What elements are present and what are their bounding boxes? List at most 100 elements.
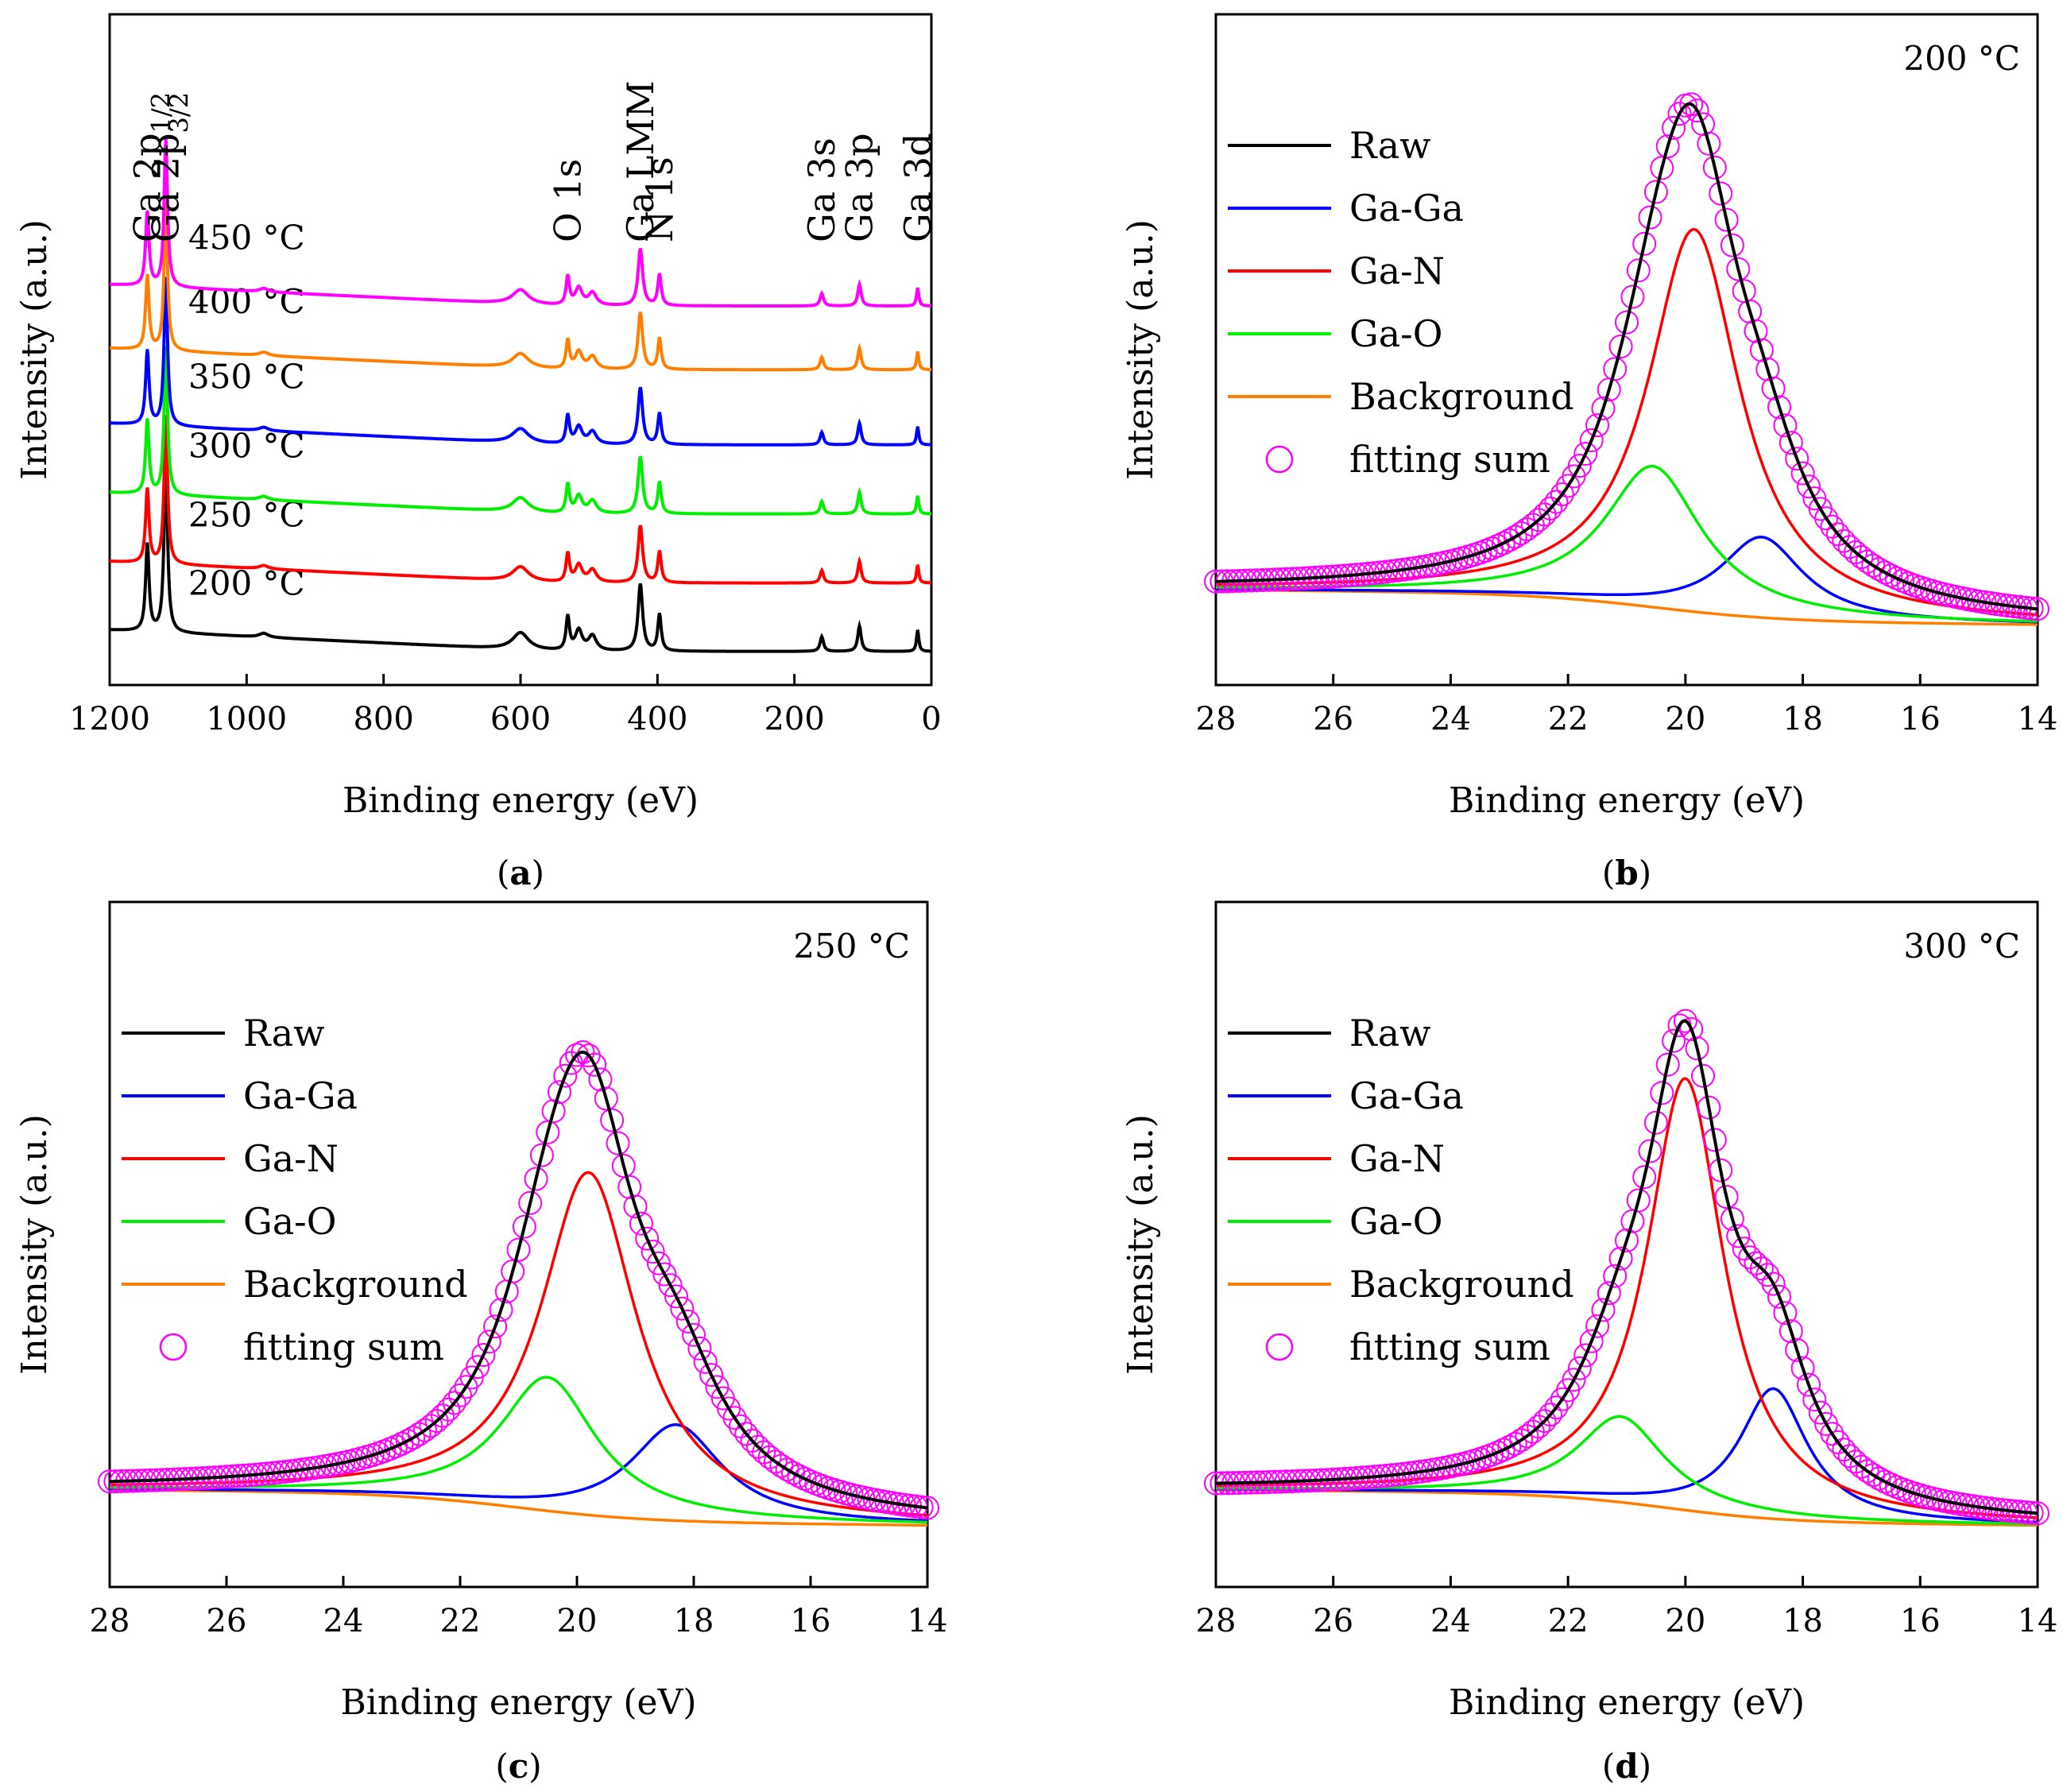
- peak-label-main: N 1s: [638, 157, 681, 242]
- fitting-sum-point: [1620, 284, 1645, 309]
- fitting-sum-point: [1539, 496, 1562, 521]
- fitting-sum-point: [1579, 428, 1604, 452]
- peak-label: N 1s: [638, 157, 681, 242]
- peak-label: Ga 2p3/2: [145, 92, 195, 242]
- panel-caption: (b): [1602, 853, 1651, 892]
- fitting-sum-point: [1608, 1246, 1633, 1271]
- fitting-sum-point: [1685, 1036, 1709, 1061]
- fitting-sum-point: [1503, 524, 1527, 549]
- x-tick-label: 24: [323, 1603, 364, 1639]
- fitting-sum-point: [1726, 257, 1751, 281]
- fitting-sum-point: [763, 1449, 788, 1474]
- fitting-sum-point: [489, 1298, 513, 1322]
- fitting-sum-point: [1749, 1256, 1774, 1281]
- fitting-sum-point: [1726, 1224, 1751, 1248]
- x-tick-label: 20: [1665, 701, 1705, 737]
- legend-label: Ga-N: [1349, 250, 1445, 292]
- temperature-label: 300 °C: [1903, 927, 2020, 966]
- component-ga-ga-curve: [1215, 536, 2038, 624]
- temperature-label: 200 °C: [1903, 39, 2020, 78]
- x-tick-label: 400: [627, 701, 687, 737]
- fitting-sum-point: [1855, 549, 1879, 574]
- caption-close: ): [1639, 1747, 1651, 1786]
- series-line-200C: [109, 457, 932, 653]
- legend-label: Ga-Ga: [1349, 187, 1464, 230]
- fitting-sum-point: [1761, 1271, 1786, 1296]
- fitting-sum-point: [1655, 134, 1680, 159]
- component-ga-o-curve: [1216, 464, 2038, 623]
- peak-label: Ga 3d: [896, 133, 939, 242]
- fitting-sum-markers: [1204, 92, 2049, 621]
- fitting-sum-point: [442, 1391, 466, 1415]
- x-tick-label: 22: [440, 1603, 481, 1639]
- peak-label-main: Ga 3d: [896, 133, 939, 242]
- fitting-sum-point: [1562, 1368, 1586, 1392]
- x-tick-label: 26: [1313, 1603, 1353, 1639]
- fitting-sum-markers: [1204, 1008, 2049, 1526]
- fitting-sum-point: [553, 1063, 578, 1088]
- fitting-sum-point: [541, 1099, 566, 1124]
- raw-curve: [1215, 102, 2038, 611]
- y-axis-label: Intensity (a.u.): [14, 219, 55, 480]
- fitting-sum-point: [471, 1343, 496, 1367]
- fitting-sum-point: [1615, 1228, 1639, 1252]
- caption-close: ): [532, 853, 544, 892]
- y-axis-label: Intensity (a.u.): [1121, 219, 1161, 480]
- fitting-sum-point: [635, 1226, 660, 1251]
- fitting-sum-point: [1643, 1110, 1668, 1135]
- plot-frame: [1214, 900, 2039, 1589]
- legend: Raw Ga-Ga Ga-N Ga-O Background fitting sum: [122, 1012, 468, 1368]
- fitting-sum-point: [1503, 1431, 1527, 1456]
- x-tick-label: 24: [1430, 1603, 1471, 1639]
- x-tick-label: 20: [557, 1603, 598, 1639]
- peak-label: Ga LMM: [619, 80, 662, 242]
- fitting-sum-point: [641, 1240, 665, 1264]
- fitting-sum-point: [1702, 1128, 1727, 1152]
- fitting-sum-point: [675, 1309, 700, 1333]
- fitting-sum-point: [1679, 92, 1704, 117]
- fitting-sum-point: [1732, 1237, 1756, 1261]
- raw-curve: [1216, 1019, 2038, 1515]
- x-tick-label: 18: [1782, 701, 1823, 737]
- fitting-sum-point: [1550, 482, 1574, 506]
- fitting-sum-point: [1738, 300, 1763, 323]
- fitting-sum-point: [1820, 1422, 1844, 1446]
- series-line-350C: [110, 277, 932, 447]
- component-ga-n-curve: [1216, 227, 2038, 617]
- fitting-sum-point: [1767, 1284, 1791, 1309]
- legend-label: Ga-O: [243, 1200, 336, 1243]
- fitting-sum-point: [407, 1422, 432, 1446]
- fitting-sum-point: [629, 1211, 653, 1236]
- peak-label: Ga 3p: [838, 133, 881, 242]
- caption-letter: c: [509, 1747, 529, 1786]
- fitting-sum-point: [658, 1273, 683, 1298]
- fitting-sum-point: [448, 1383, 472, 1407]
- fitting-sum-point: [1790, 1356, 1815, 1380]
- y-axis-label: Intensity (a.u.): [14, 1114, 55, 1375]
- x-tick-label: 14: [2018, 701, 2058, 737]
- fitting-sum-point: [512, 1214, 536, 1239]
- fitting-sum-point: [518, 1190, 543, 1215]
- fitting-sum-point: [1879, 563, 1903, 588]
- legend-label: fitting sum: [243, 1326, 444, 1368]
- fitting-sum-point: [1709, 1158, 1733, 1182]
- fitting-sum-point: [1662, 1028, 1686, 1053]
- x-tick-label: 14: [908, 1603, 948, 1639]
- fitting-sum-point: [1797, 474, 1821, 499]
- x-tick-label: 18: [674, 1603, 714, 1639]
- fitting-sum-point: [1697, 1095, 1721, 1120]
- fitting-sum-point: [687, 1336, 712, 1360]
- fitting-sum-point: [466, 1355, 490, 1380]
- background-curve: [110, 1488, 928, 1527]
- fitting-sum-point: [1567, 1356, 1592, 1380]
- temperature-label: 250 °C: [793, 927, 910, 966]
- x-tick-label: 28: [1196, 1603, 1237, 1639]
- fitting-sum-point: [1873, 1469, 1897, 1494]
- fitting-sum-point: [1767, 395, 1791, 420]
- component-ga-n-curve: [110, 1171, 928, 1517]
- fitting-sum-point: [1720, 1206, 1744, 1231]
- series-label: 450 °C: [188, 219, 305, 257]
- x-axis-label: Binding energy (eV): [1449, 1682, 1805, 1723]
- fitting-sum-point: [1761, 376, 1786, 401]
- fitting-sum-point: [1849, 1454, 1874, 1479]
